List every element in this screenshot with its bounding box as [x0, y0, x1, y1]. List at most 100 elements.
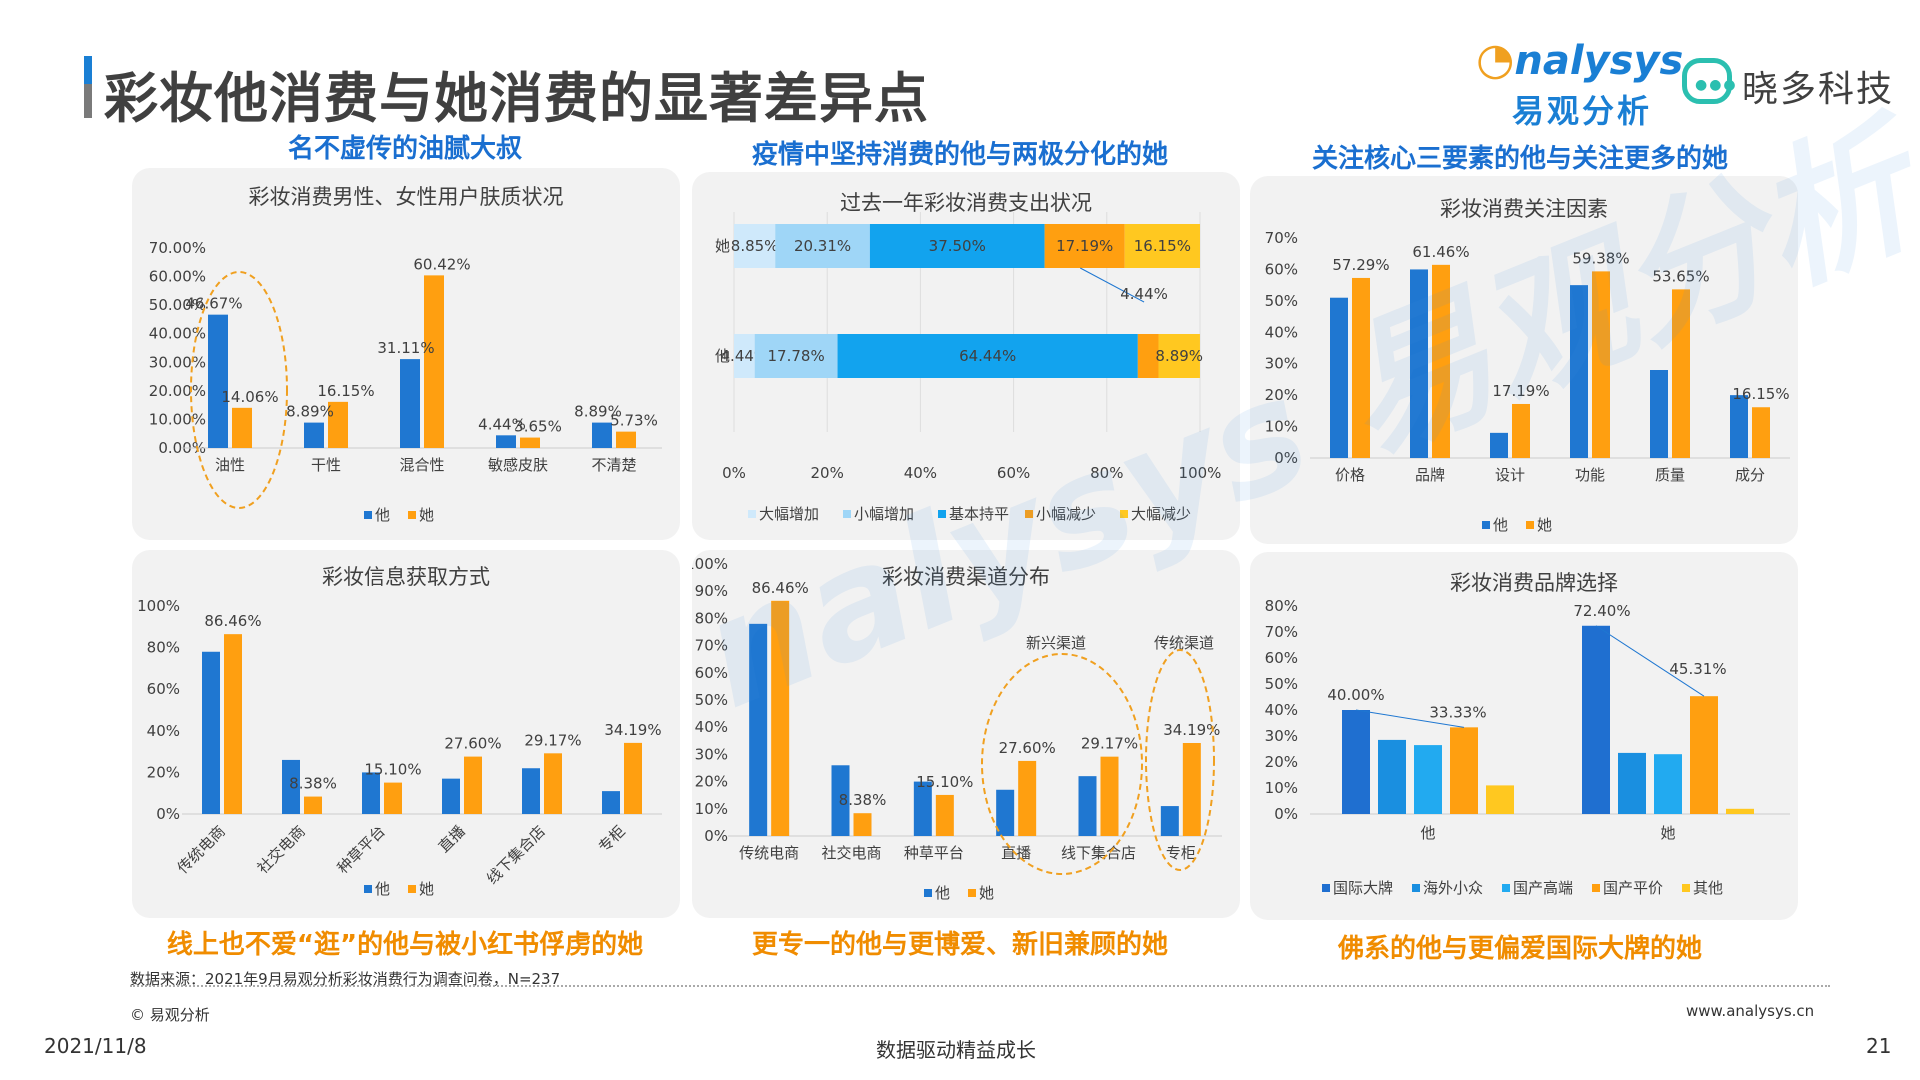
data-label: 16.15%	[1732, 385, 1789, 403]
bar-他	[1410, 269, 1428, 458]
bar-他	[362, 772, 380, 814]
legend-label: 小幅减少	[1036, 505, 1096, 523]
page-number: 21	[1866, 1034, 1892, 1058]
bar-她	[232, 407, 252, 448]
bar-他	[1078, 776, 1097, 836]
legend-label: 她	[419, 506, 434, 524]
x-tick-label: 品牌	[1415, 466, 1445, 484]
slogan: 数据驱动精益成长	[876, 1038, 1036, 1062]
y-tick-label: 40%	[1265, 323, 1298, 341]
data-label: 86.46%	[752, 579, 809, 597]
bar-她	[771, 600, 790, 836]
bar-基本持平	[837, 334, 1138, 378]
bar-他	[602, 791, 620, 814]
y-tick-label: 10.00%	[149, 410, 206, 428]
legend-label: 他	[375, 880, 390, 898]
y-tick-label: 10%	[1265, 779, 1298, 797]
bar-大幅减少	[1124, 224, 1200, 268]
bar-他	[1570, 285, 1588, 458]
y-tick-label: 80%	[147, 639, 180, 657]
data-label: 15.10%	[364, 761, 421, 779]
y-tick-label: 0%	[1274, 805, 1298, 823]
y-tick-label: 40%	[1265, 701, 1298, 719]
y-tick-label: 60%	[147, 680, 180, 698]
x-tick-label: 混合性	[399, 456, 444, 474]
y-tick-label: 80%	[695, 609, 728, 627]
panel-focus-factors: 彩妆消费关注因素 0% 10% 20% 30% 40% 50% 60% 70% 价格 品牌 设计 功能 质…	[1250, 176, 1798, 544]
page-title: 彩妆他消费与她消费的显著差异点	[104, 67, 929, 130]
panel-info-source: 彩妆信息获取方式 0% 20% 40% 60% 80% 100% 传统电商 社交电商 种草平台 直播…	[132, 550, 680, 918]
partner-name: 晓多科技	[1742, 69, 1895, 110]
legend-swatch-他	[1482, 521, 1490, 529]
y-tick-label: 0%	[704, 827, 728, 845]
y-tick-label: 70%	[1265, 623, 1298, 641]
x-tick-label: 直播	[435, 822, 469, 856]
bar-他	[442, 778, 460, 814]
bar-她	[544, 753, 562, 814]
data-label: 53.65%	[1652, 267, 1709, 285]
legend-swatch	[1412, 884, 1420, 892]
legend-label: 国际大牌	[1333, 879, 1393, 897]
bar-她	[1752, 407, 1770, 458]
panel-skin-type: 彩妆消费男性、女性用户肤质状况 0.00% 10.00% 20.00% 30.00% 40…	[132, 168, 680, 540]
legend-swatch-他	[924, 889, 932, 897]
x-tick-label: 传统电商	[174, 822, 229, 877]
legend-swatch-她	[408, 511, 416, 519]
chart-title: 彩妆信息获取方式	[322, 565, 490, 589]
bar-其他	[1486, 785, 1514, 814]
bar-他	[282, 759, 300, 814]
x-tick-label: 80%	[1090, 464, 1123, 482]
y-tick-label: 60%	[1265, 260, 1298, 278]
y-tick-label: 60%	[1265, 649, 1298, 667]
legend-label: 他	[375, 506, 390, 524]
bar-他	[1490, 432, 1508, 458]
bar-国产高端	[1414, 745, 1442, 814]
data-label: 46.67%	[185, 295, 242, 313]
y-tick-label: 90%	[695, 582, 728, 600]
section-title-3: 关注核心三要素的他与关注更多的她	[1311, 144, 1728, 174]
bar-他	[749, 623, 768, 836]
y-tick-label: 100%	[137, 597, 180, 615]
data-label: 8.38%	[839, 791, 887, 809]
bar-他	[208, 314, 228, 448]
y-tick-label: 60.00%	[149, 268, 206, 286]
y-tick-label: 30.00%	[149, 353, 206, 371]
bar-她	[304, 796, 322, 814]
data-label: 29.17%	[524, 731, 581, 749]
bar-小幅增加	[754, 334, 838, 378]
bar-她	[224, 634, 242, 814]
y-tick-label: 20%	[147, 763, 180, 781]
bar-他	[400, 359, 420, 448]
data-label: 64.44%	[959, 347, 1016, 365]
legend-label: 大幅减少	[1131, 505, 1191, 523]
copyright: © 易观分析	[130, 1006, 210, 1024]
data-label: 15.10%	[916, 773, 973, 791]
y-tick-label: 50%	[1265, 675, 1298, 693]
website-link[interactable]: www.analysys.cn	[1686, 1002, 1815, 1020]
data-label: 27.60%	[444, 735, 501, 753]
y-tick-label: 0%	[156, 805, 180, 823]
y-tick-label: 20%	[695, 773, 728, 791]
legend-swatch	[1592, 884, 1600, 892]
data-label: 29.17%	[1081, 735, 1138, 753]
bar-基本持平	[869, 224, 1045, 268]
data-label: 86.46%	[204, 612, 261, 630]
x-tick-label: 不清楚	[591, 456, 636, 474]
x-tick-label: 60%	[997, 464, 1030, 482]
chart-title: 彩妆消费男性、女性用户肤质状况	[249, 185, 564, 209]
highlight-circle-emerging	[981, 653, 1143, 875]
bar-国产平价	[1450, 727, 1478, 814]
legend-label: 海外小众	[1423, 879, 1483, 897]
section-title-2: 疫情中坚持消费的他与两极分化的她	[751, 140, 1168, 170]
annotation-traditional: 传统渠道	[1154, 634, 1214, 652]
divider	[130, 985, 1830, 987]
legend-label: 国产平价	[1603, 879, 1663, 897]
panel-spending: 过去一年彩妆消费支出状况 0% 20% 40% 60% 80% 100% 她 8.85% 20.3…	[692, 172, 1240, 540]
bar-其他	[1726, 808, 1754, 814]
bar-国际大牌	[1342, 710, 1370, 814]
bar-海外小众	[1378, 739, 1406, 814]
x-tick-label: 0%	[722, 464, 746, 482]
chart-channel: 彩妆消费渠道分布 0% 10% 20% 30% 40% 50% 60% 70% 80% 90% 100…	[685, 555, 1222, 902]
legend-swatch-她	[968, 889, 976, 897]
legend-swatch	[1322, 884, 1330, 892]
